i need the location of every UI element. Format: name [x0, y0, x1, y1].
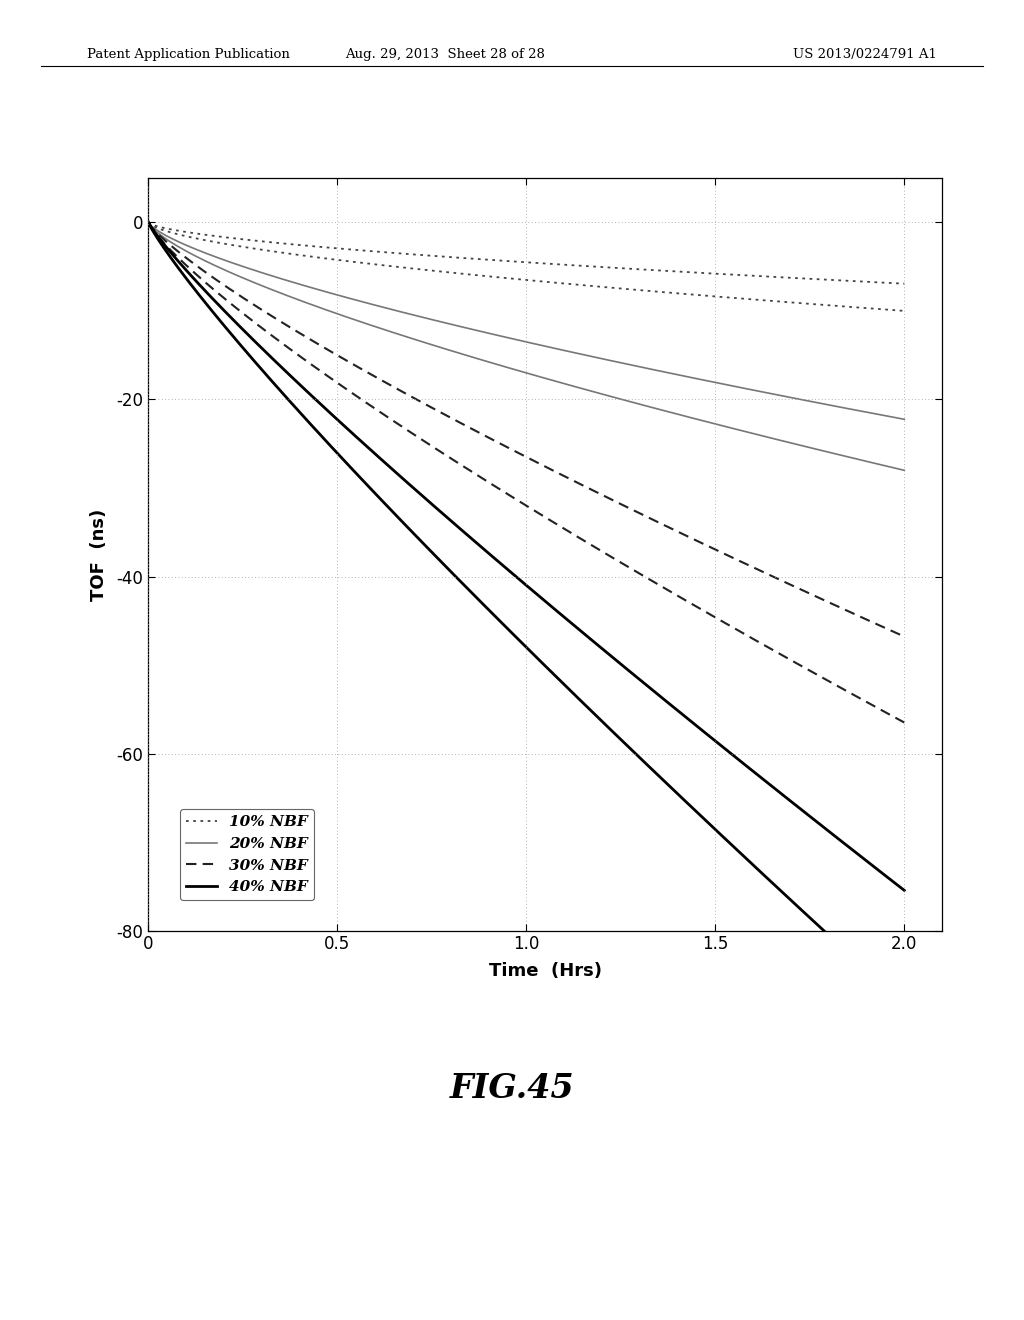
Text: Aug. 29, 2013  Sheet 28 of 28: Aug. 29, 2013 Sheet 28 of 28: [345, 48, 546, 61]
Text: Patent Application Publication: Patent Application Publication: [87, 48, 290, 61]
Y-axis label: TOF  (ns): TOF (ns): [90, 508, 109, 601]
X-axis label: Time  (Hrs): Time (Hrs): [488, 962, 602, 979]
Text: US 2013/0224791 A1: US 2013/0224791 A1: [793, 48, 937, 61]
Text: FIG.45: FIG.45: [450, 1072, 574, 1106]
Legend: 10% NBF, 20% NBF, 30% NBF, 40% NBF: 10% NBF, 20% NBF, 30% NBF, 40% NBF: [180, 809, 313, 900]
